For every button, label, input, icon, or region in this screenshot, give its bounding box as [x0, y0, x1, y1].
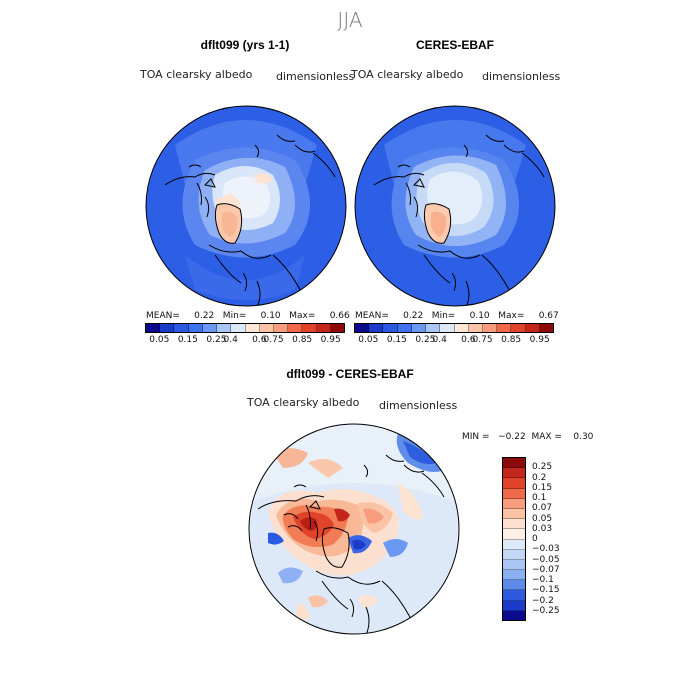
obs-colorbar-tick-label: 0.95 [529, 335, 550, 345]
model-polar-map [145, 105, 347, 307]
obs-colorbar-swatch [426, 324, 441, 332]
obs-colorbar-swatch [482, 324, 498, 332]
model-colorbar-swatch [174, 324, 189, 332]
obs-colorbar-tick-label: 0.4 [432, 335, 447, 345]
diff-colorbar-ticks: 0.25 0.2 0.15 0.1 0.07 0.05 0.03 0 −0.03 −0.05 −0.… [532, 457, 572, 621]
obs-colorbar-tick-label: 0.25 [415, 335, 436, 345]
diff-minmax: MIN = −0.22 MAX = 0.30 [462, 432, 594, 442]
model-colorbar-swatch [259, 324, 274, 332]
obs-colorbar-swatch [369, 324, 384, 332]
diff-variable-label: TOA clearsky albedo [247, 396, 360, 409]
model-units-label: dimensionless [276, 70, 355, 83]
model-colorbar-tick-label: 0.25 [206, 335, 227, 345]
model-colorbar [145, 323, 345, 333]
obs-stats: MEAN= 0.22 Min= 0.10 Max= 0.67 [355, 311, 559, 321]
diff-colorbar-swatch [503, 539, 525, 550]
obs-panel-title: CERES-EBAF [415, 38, 494, 52]
model-colorbar-tick-label: 0.05 [149, 335, 170, 345]
model-colorbar-swatch [202, 324, 218, 332]
diff-polar-map [248, 423, 460, 635]
model-colorbar-swatch [188, 324, 203, 332]
obs-colorbar-tick-label: 0.05 [358, 335, 379, 345]
model-variable-label: TOA clearsky albedo [140, 68, 253, 81]
diff-colorbar-tick-label: 0.03 [532, 523, 553, 534]
diff-colorbar-tick-label: 0.1 [532, 493, 547, 503]
model-colorbar-swatch [231, 324, 246, 332]
obs-colorbar-tick-label: 0.75 [472, 335, 493, 345]
model-colorbar-tick-label: 0.15 [177, 335, 198, 345]
diff-colorbar-tick-label: −0.07 [532, 564, 560, 575]
model-stats: MEAN= 0.22 Min= 0.10 Max= 0.66 [146, 311, 350, 321]
model-colorbar-swatch [146, 324, 161, 332]
obs-colorbar-swatch [383, 324, 398, 332]
diff-colorbar-swatch [503, 570, 525, 581]
model-colorbar-swatch [273, 324, 289, 332]
diff-colorbar-tick-label: −0.15 [532, 585, 560, 596]
diff-colorbar-swatch [503, 610, 525, 620]
model-colorbar-ticks: 0.05 0.15 0.25 0.4 0.6 0.75 0.85 0.95 [145, 335, 345, 347]
model-panel-title: dflt099 (yrs 1-1) [200, 38, 290, 52]
diff-colorbar-tick-label: 0 [532, 534, 538, 544]
obs-colorbar-swatch [539, 324, 554, 332]
diff-colorbar-swatch [503, 519, 525, 530]
model-colorbar-swatch [302, 324, 317, 332]
diff-colorbar-tick-label: −0.25 [532, 605, 560, 616]
model-colorbar-swatch [160, 324, 175, 332]
obs-colorbar-swatch [397, 324, 412, 332]
diff-colorbar-swatch [503, 600, 525, 611]
obs-colorbar-swatch [497, 324, 512, 332]
diff-colorbar-tick-label: −0.05 [532, 554, 560, 565]
diff-colorbar-swatch [503, 559, 525, 571]
diff-units-label: dimensionless [379, 399, 458, 412]
model-colorbar-tick-label: 0.85 [292, 335, 313, 345]
obs-colorbar-swatch [525, 324, 540, 332]
model-colorbar-swatch [217, 324, 232, 332]
obs-colorbar-swatch [468, 324, 483, 332]
model-colorbar-tick-label: 0.95 [320, 335, 341, 345]
diff-colorbar-tick-label: 0.15 [532, 482, 553, 493]
model-colorbar-swatch [316, 324, 331, 332]
diff-panel-title: dflt099 - CERES-EBAF [286, 367, 414, 381]
obs-variable-label: TOA clearsky albedo [351, 68, 464, 81]
obs-colorbar-tick-label: 0.85 [501, 335, 522, 345]
diff-colorbar-tick-label: −0.1 [532, 575, 554, 585]
diff-colorbar-swatch [503, 478, 525, 489]
diff-colorbar-swatch [503, 590, 525, 601]
obs-colorbar-swatch [454, 324, 469, 332]
diff-colorbar-swatch [503, 458, 525, 469]
diff-colorbar-tick-label: 0.05 [532, 513, 553, 524]
diff-colorbar-tick-label: 0.2 [532, 472, 547, 483]
model-colorbar-tick-label: 0.4 [223, 335, 238, 345]
obs-colorbar-tick-label: 0.6 [461, 335, 476, 345]
obs-units-label: dimensionless [482, 70, 561, 83]
diff-colorbar-tick-label: 0.25 [532, 462, 553, 473]
season-title: JJA [337, 8, 363, 32]
model-colorbar-swatch [245, 324, 260, 332]
diff-colorbar-swatch [503, 508, 525, 520]
model-colorbar-swatch [330, 324, 345, 332]
diff-colorbar-swatch [503, 468, 525, 479]
diff-colorbar-tick-label: −0.03 [532, 544, 560, 555]
diff-colorbar-swatch [503, 488, 525, 499]
obs-colorbar-swatch [440, 324, 455, 332]
obs-colorbar-swatch [411, 324, 427, 332]
obs-colorbar-ticks: 0.05 0.15 0.25 0.4 0.6 0.75 0.85 0.95 [354, 335, 554, 347]
model-colorbar-tick-label: 0.75 [263, 335, 284, 345]
obs-colorbar-swatch [511, 324, 526, 332]
diff-colorbar-swatch [503, 549, 525, 560]
diff-colorbar-swatch [503, 498, 525, 509]
obs-colorbar-tick-label: 0.15 [386, 335, 407, 345]
model-colorbar-swatch [288, 324, 303, 332]
diff-colorbar-swatch [503, 580, 525, 591]
model-colorbar-tick-label: 0.6 [252, 335, 267, 345]
diff-colorbar-tick-label: −0.2 [532, 595, 554, 606]
diff-colorbar [502, 457, 526, 621]
diff-colorbar-tick-label: 0.07 [532, 503, 553, 514]
obs-polar-map [354, 105, 556, 307]
obs-colorbar [354, 323, 554, 333]
diff-colorbar-swatch [503, 529, 525, 540]
obs-colorbar-swatch [355, 324, 370, 332]
